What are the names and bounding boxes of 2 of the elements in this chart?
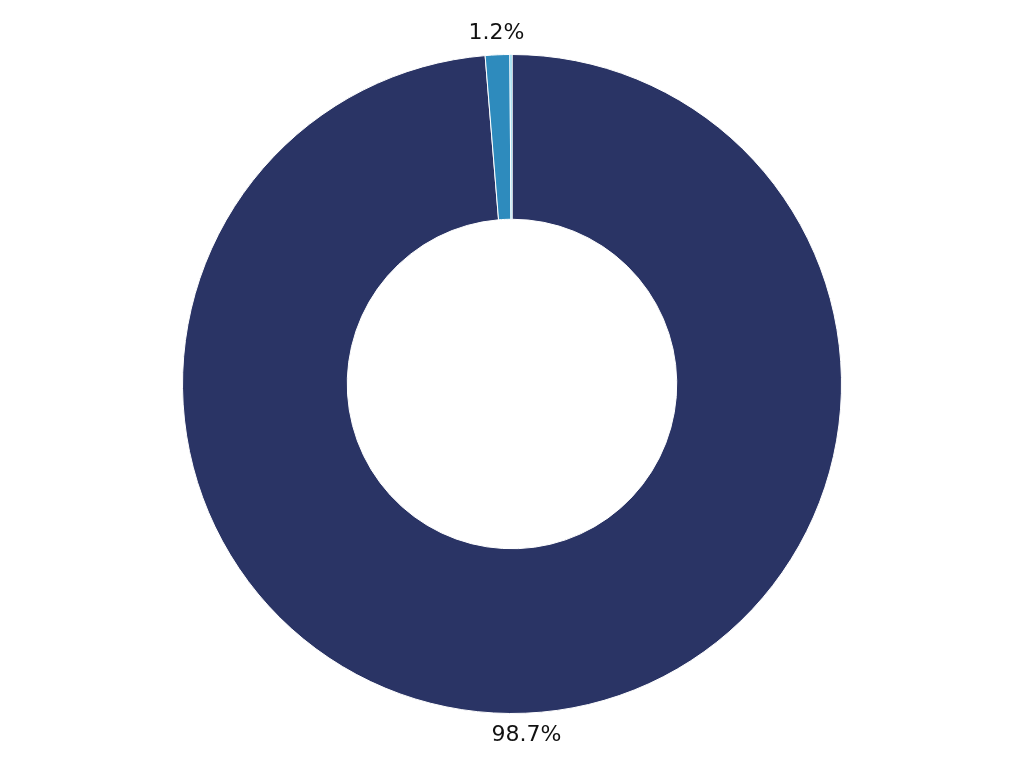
data-label: 1.2% bbox=[468, 18, 525, 44]
data-label: 98.7% bbox=[491, 720, 562, 746]
